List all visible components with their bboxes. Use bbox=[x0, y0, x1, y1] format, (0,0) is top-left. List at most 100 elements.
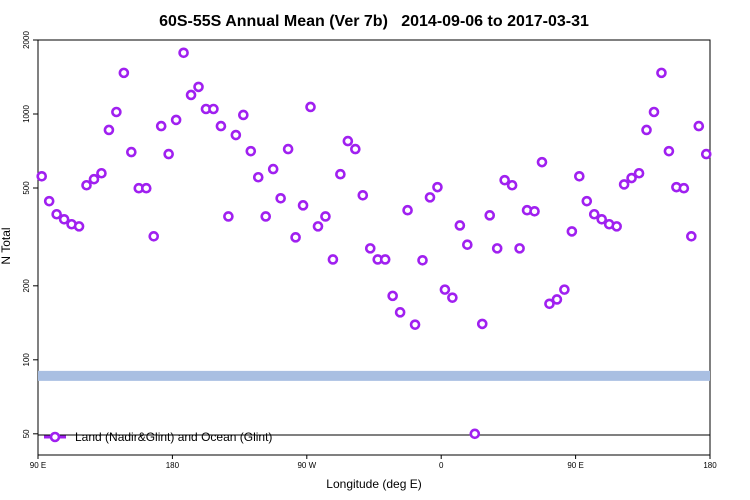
data-point bbox=[350, 143, 361, 155]
data-point bbox=[335, 168, 346, 180]
y-axis-label: N Total bbox=[0, 227, 13, 264]
data-point bbox=[223, 211, 234, 222]
data-point bbox=[178, 47, 189, 59]
data-point bbox=[596, 213, 608, 225]
data-point bbox=[402, 204, 413, 216]
data-point bbox=[454, 220, 466, 231]
data-point bbox=[170, 114, 182, 126]
data-point bbox=[43, 195, 55, 207]
data-point bbox=[633, 167, 645, 179]
data-point bbox=[394, 307, 406, 318]
y-tick-label: 500 bbox=[22, 181, 31, 195]
data-point bbox=[424, 192, 436, 203]
data-point bbox=[275, 192, 286, 204]
data-point bbox=[574, 170, 585, 182]
chart-title: 60S-55S Annual Mean (Ver 7b) 2014-09-06 … bbox=[159, 13, 589, 30]
data-point bbox=[536, 156, 548, 168]
data-point bbox=[58, 213, 70, 225]
y-tick-label: 1000 bbox=[22, 105, 31, 123]
data-point bbox=[656, 67, 667, 79]
data-point bbox=[297, 200, 309, 211]
data-point bbox=[484, 210, 496, 221]
data-point bbox=[320, 211, 331, 222]
y-tick-label: 50 bbox=[22, 429, 31, 438]
data-point bbox=[559, 284, 570, 295]
data-point bbox=[439, 284, 451, 295]
data-point bbox=[208, 103, 219, 115]
data-point bbox=[230, 129, 242, 141]
data-point bbox=[126, 146, 137, 158]
data-point bbox=[611, 221, 622, 232]
x-tick-label: 90 W bbox=[297, 461, 316, 470]
data-point bbox=[417, 255, 428, 266]
data-point bbox=[678, 182, 690, 194]
data-point bbox=[245, 145, 257, 157]
data-point bbox=[409, 319, 421, 330]
data-point bbox=[140, 182, 152, 194]
legend: Land (Nadir&Glint) and Ocean (Glint) bbox=[44, 430, 272, 444]
data-point bbox=[305, 101, 316, 113]
data-point bbox=[506, 179, 518, 191]
data-point bbox=[432, 181, 443, 193]
data-point bbox=[88, 173, 100, 185]
data-point bbox=[155, 120, 167, 132]
data-point bbox=[693, 120, 705, 132]
data-point bbox=[312, 221, 324, 232]
data-point bbox=[260, 211, 272, 222]
y-tick-label: 100 bbox=[22, 353, 31, 367]
data-point bbox=[648, 106, 660, 118]
data-point bbox=[387, 290, 398, 302]
data-point bbox=[566, 226, 578, 237]
legend-label: Land (Nadir&Glint) and Ocean (Glint) bbox=[75, 430, 272, 444]
x-tick-label: 90 E bbox=[30, 461, 46, 470]
data-point bbox=[103, 124, 115, 136]
data-point bbox=[282, 143, 294, 155]
x-tick-label: 90 E bbox=[567, 461, 583, 470]
data-point bbox=[111, 106, 122, 118]
data-point bbox=[491, 243, 503, 254]
data-point bbox=[267, 163, 279, 175]
data-point bbox=[529, 205, 540, 217]
data-point bbox=[588, 208, 600, 220]
data-point bbox=[252, 171, 264, 183]
data-point bbox=[544, 298, 555, 310]
data-point bbox=[551, 294, 563, 305]
data-point bbox=[327, 254, 339, 265]
data-point bbox=[641, 124, 652, 136]
plot-frame bbox=[37, 39, 711, 456]
data-point bbox=[148, 231, 160, 242]
x-axis-label: Longitude (deg E) bbox=[326, 477, 421, 491]
data-point bbox=[290, 232, 301, 243]
y-tick-label: 2000 bbox=[22, 31, 31, 49]
data-point bbox=[626, 172, 637, 184]
x-tick-label: 0 bbox=[439, 461, 444, 470]
data-point bbox=[514, 243, 525, 254]
data-point bbox=[118, 67, 130, 79]
data-point bbox=[364, 243, 376, 254]
data-point bbox=[73, 221, 85, 232]
data-point bbox=[476, 318, 488, 330]
data-point bbox=[581, 195, 593, 207]
data-point bbox=[469, 428, 481, 440]
data-point bbox=[357, 189, 369, 201]
data-point bbox=[81, 179, 92, 191]
data-point bbox=[96, 167, 107, 179]
data-point bbox=[700, 148, 712, 160]
data-point bbox=[686, 231, 697, 242]
data-point bbox=[215, 120, 227, 132]
data-point bbox=[379, 254, 391, 265]
data-point bbox=[447, 292, 458, 303]
data-point bbox=[499, 174, 510, 186]
data-point bbox=[342, 135, 354, 147]
legend-marker bbox=[49, 431, 61, 443]
data-point bbox=[36, 170, 48, 182]
x-tick-label: 180 bbox=[703, 461, 717, 470]
data-point bbox=[51, 208, 62, 220]
y-tick-label: 200 bbox=[22, 279, 31, 293]
data-point bbox=[462, 239, 473, 250]
x-tick-label: 180 bbox=[166, 461, 180, 470]
data-point bbox=[663, 145, 675, 157]
data-point bbox=[193, 81, 204, 93]
